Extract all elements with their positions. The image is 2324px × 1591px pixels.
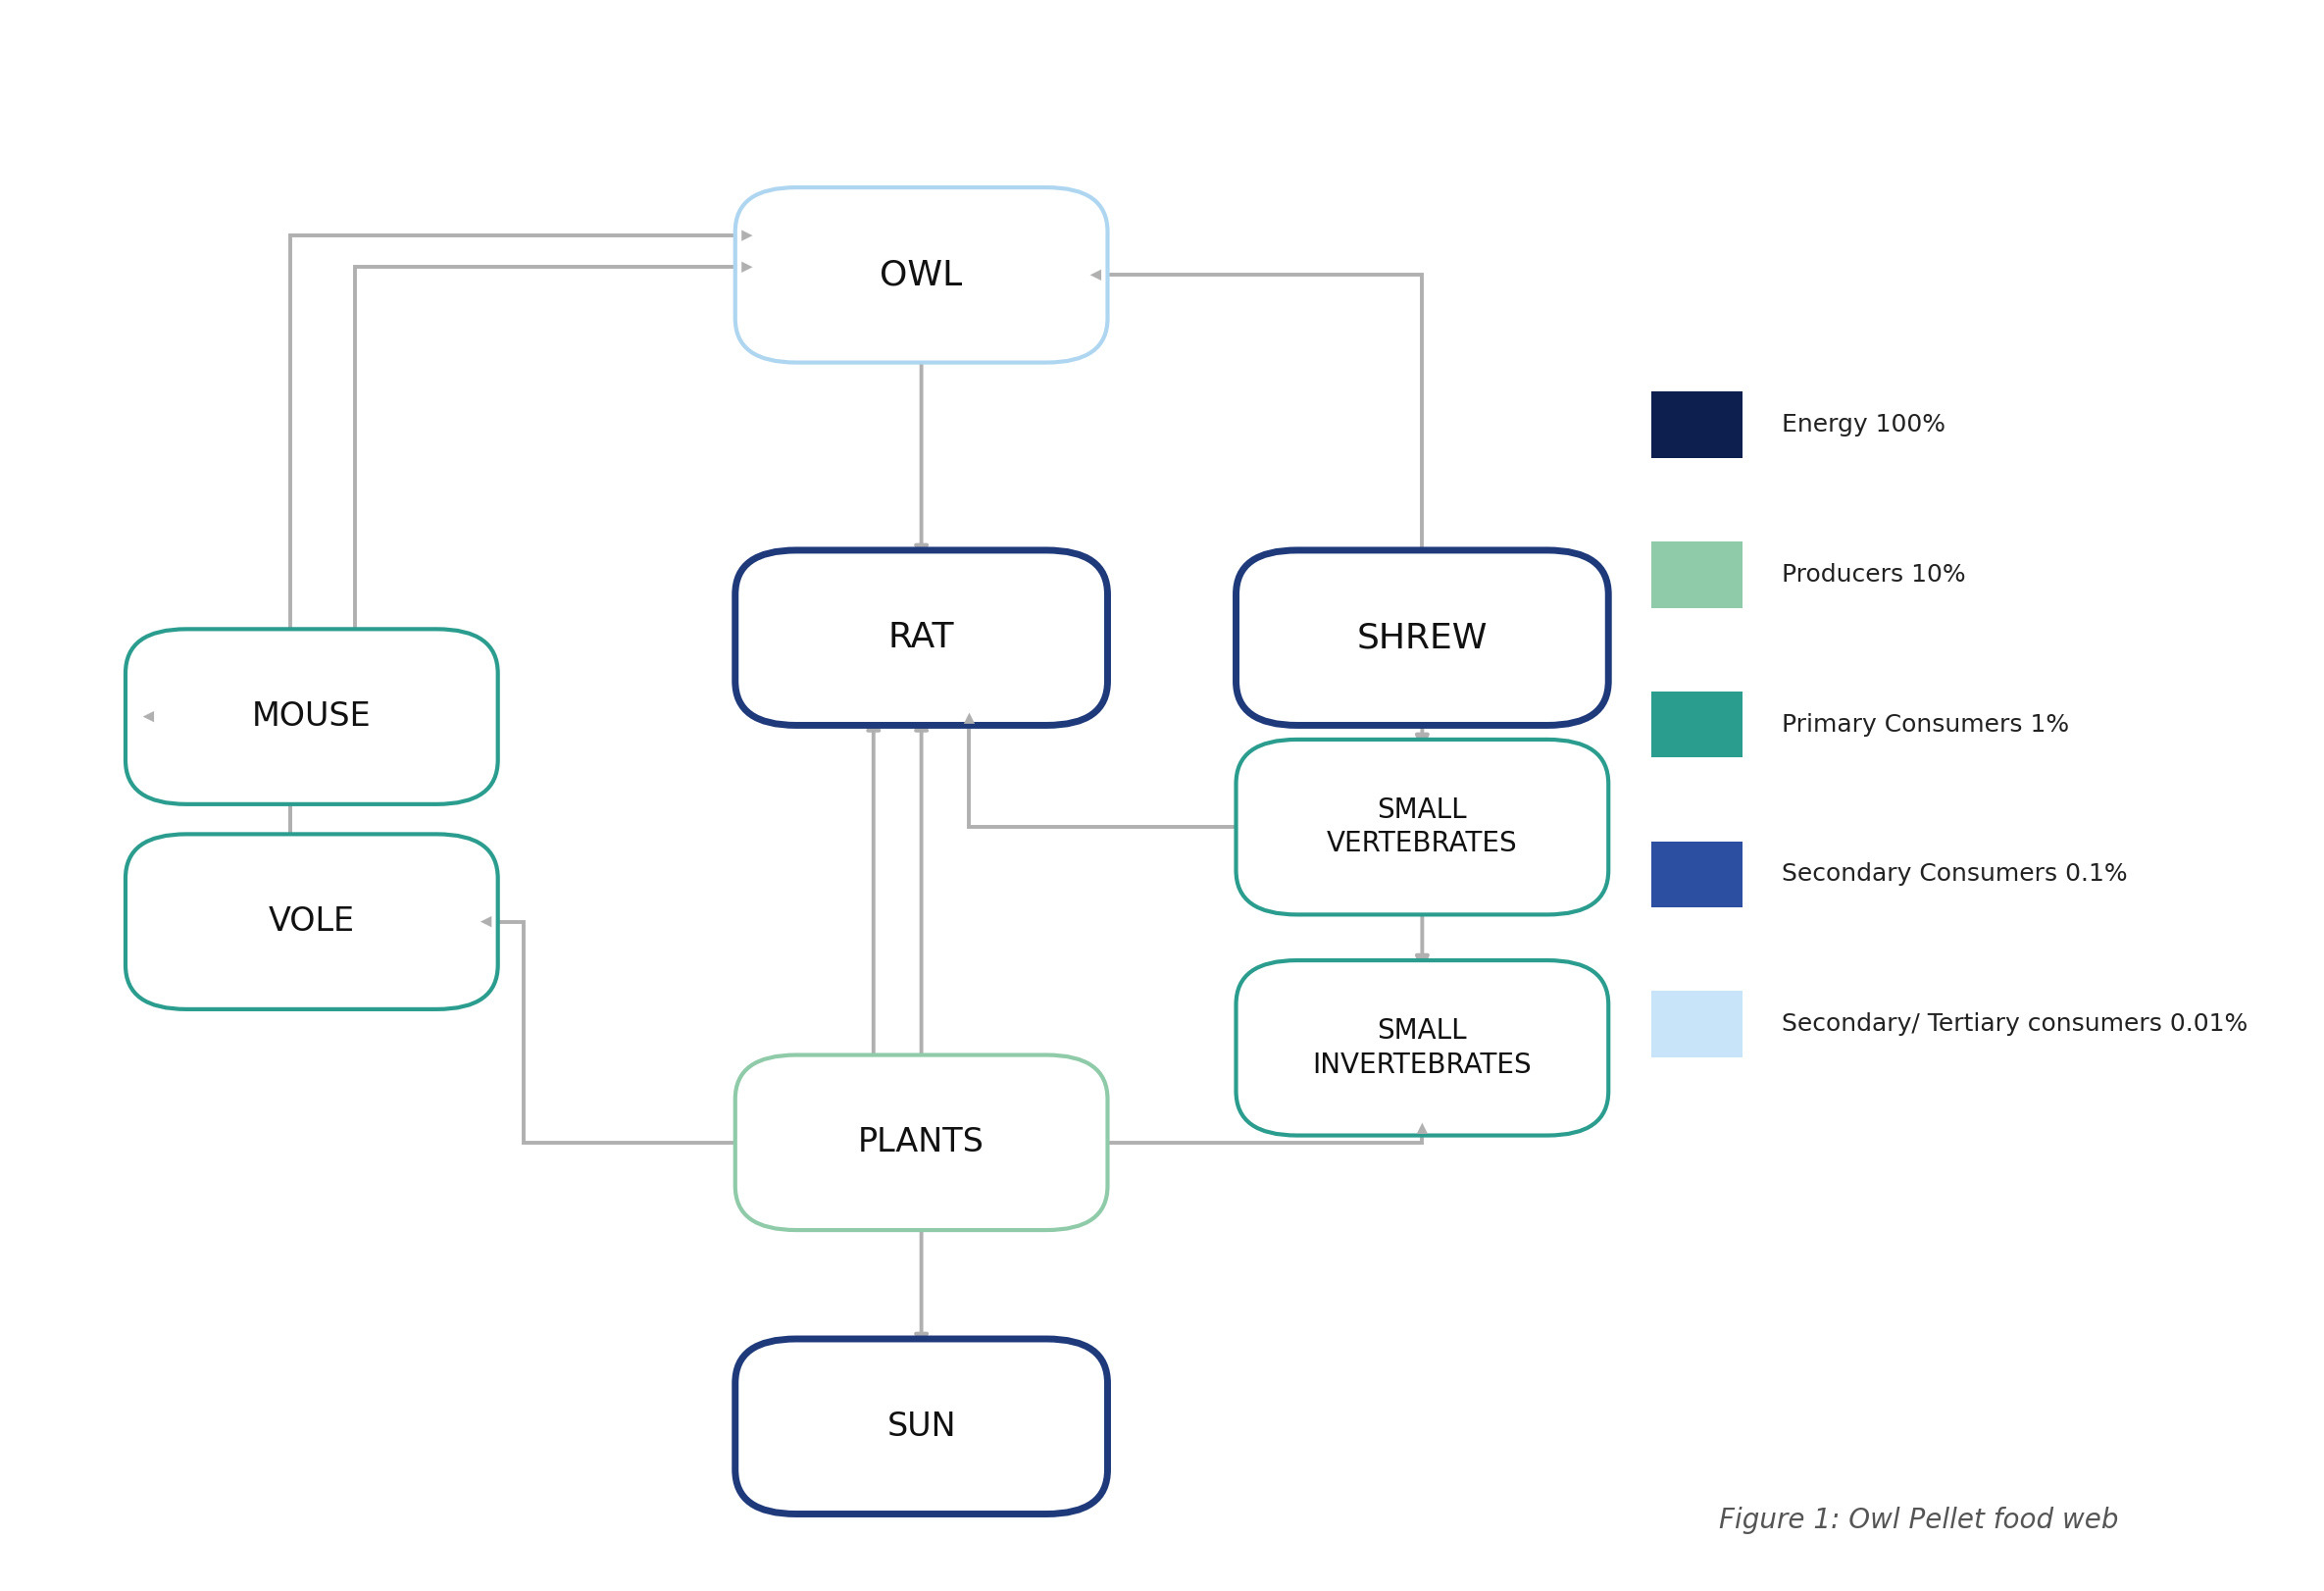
FancyBboxPatch shape bbox=[1650, 842, 1743, 907]
Text: PLANTS: PLANTS bbox=[858, 1126, 985, 1158]
Text: Secondary Consumers 0.1%: Secondary Consumers 0.1% bbox=[1783, 862, 2126, 886]
FancyBboxPatch shape bbox=[734, 550, 1109, 725]
FancyBboxPatch shape bbox=[1650, 541, 1743, 608]
Text: RAT: RAT bbox=[888, 620, 955, 654]
Text: SUN: SUN bbox=[888, 1410, 955, 1443]
Text: Figure 1: Owl Pellet food web: Figure 1: Owl Pellet food web bbox=[1720, 1507, 2119, 1534]
Text: VOLE: VOLE bbox=[270, 905, 356, 937]
FancyBboxPatch shape bbox=[125, 834, 497, 1009]
FancyBboxPatch shape bbox=[1650, 991, 1743, 1058]
Text: MOUSE: MOUSE bbox=[251, 700, 372, 733]
FancyBboxPatch shape bbox=[1650, 391, 1743, 458]
Text: Secondary/ Tertiary consumers 0.01%: Secondary/ Tertiary consumers 0.01% bbox=[1783, 1012, 2247, 1036]
Text: Primary Consumers 1%: Primary Consumers 1% bbox=[1783, 713, 2068, 737]
FancyBboxPatch shape bbox=[734, 1055, 1109, 1230]
Text: SHREW: SHREW bbox=[1357, 620, 1487, 654]
FancyBboxPatch shape bbox=[734, 188, 1109, 363]
FancyBboxPatch shape bbox=[1650, 692, 1743, 757]
Text: SMALL
VERTEBRATES: SMALL VERTEBRATES bbox=[1327, 797, 1518, 858]
FancyBboxPatch shape bbox=[1236, 740, 1608, 915]
Text: Producers 10%: Producers 10% bbox=[1783, 563, 1966, 587]
FancyBboxPatch shape bbox=[1236, 961, 1608, 1136]
FancyBboxPatch shape bbox=[125, 628, 497, 803]
Text: OWL: OWL bbox=[881, 258, 962, 291]
FancyBboxPatch shape bbox=[1236, 550, 1608, 725]
Text: SMALL
INVERTEBRATES: SMALL INVERTEBRATES bbox=[1313, 1017, 1532, 1079]
Text: Energy 100%: Energy 100% bbox=[1783, 414, 1945, 436]
FancyBboxPatch shape bbox=[734, 1340, 1109, 1515]
